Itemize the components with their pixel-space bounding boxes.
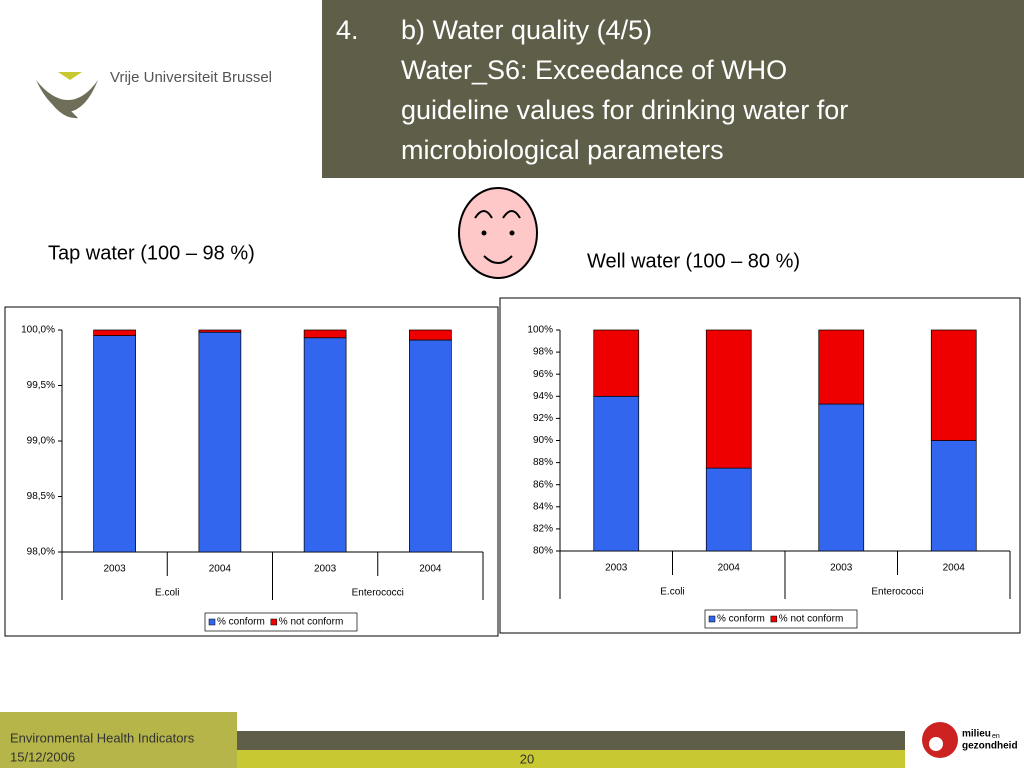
footer-bar [237,731,905,750]
footer-date: 15/12/2006 [10,749,75,764]
bar-segment [303,337,347,553]
header-line: guideline values for drinking water for [401,95,848,125]
y-tick-label: 88% [533,457,553,468]
brand-logo [922,722,958,758]
legend-swatch [270,618,278,626]
legend-label: % not conform [279,617,343,628]
x-tick-label: 2003 [104,564,127,575]
x-tick-label: 2004 [943,563,966,574]
y-tick-label: 100,0% [21,325,55,336]
bar-segment [930,329,977,441]
y-tick-label: 99,0% [27,436,55,447]
bar-segment [705,467,752,552]
header-line: microbiological parameters [401,135,724,165]
footer-bar [237,750,905,768]
y-tick-label: 90% [533,435,553,446]
header-line: Water_S6: Exceedance of WHO [401,55,787,85]
legend-label: % conform [217,617,265,628]
legend-swatch [770,615,778,623]
legend-box [204,612,358,632]
x-tick-label: 2003 [830,563,853,574]
bar-segment [409,339,452,553]
group-label: Enterococci [352,588,404,599]
x-tick-label: 2003 [605,563,628,574]
legend-label: % conform [717,614,765,625]
header-number: 4. [336,15,359,45]
bar-segment [593,329,640,397]
y-tick-label: 100% [527,325,553,336]
logo-mark [36,72,98,119]
bar-segment [705,329,752,469]
group-label: E.coli [660,587,684,598]
brand-text: gezondheid [962,741,1018,752]
brand-text: milieu [962,729,991,740]
legend-label: % not conform [779,614,843,625]
legend-box [704,609,858,629]
page-number: 20 [520,751,534,766]
bar-segment [303,329,347,339]
bar-segment [409,329,452,341]
y-tick-label: 94% [533,391,553,402]
y-tick-label: 96% [533,369,553,380]
group-label: E.coli [155,588,179,599]
bar-segment [593,395,640,552]
y-tick-label: 92% [533,413,553,424]
header-line: b) Water quality (4/5) [401,15,652,45]
y-tick-label: 80% [533,546,553,557]
x-tick-label: 2004 [209,564,232,575]
bar-segment [198,329,242,333]
y-tick-label: 98% [533,347,553,358]
bar-segment [930,440,977,552]
x-tick-label: 2004 [718,563,741,574]
bar-segment [93,329,136,336]
logo-text: Vrije Universiteit Brussel [110,69,272,86]
y-tick-label: 82% [533,524,553,535]
header-box [322,0,1024,178]
x-tick-label: 2004 [419,564,442,575]
y-tick-label: 98,0% [27,547,55,558]
smiley [458,187,538,279]
y-tick-label: 84% [533,501,553,512]
y-tick-label: 86% [533,479,553,490]
brand-text: en [992,733,1000,740]
y-tick-label: 99,5% [27,380,55,391]
group-label: Enterococci [871,587,923,598]
chart-caption: Well water (100 – 80 %) [587,250,800,272]
bar-segment [818,403,865,552]
y-tick-label: 98,5% [27,491,55,502]
bar-segment [198,331,242,553]
legend-swatch [708,615,716,623]
legend-swatch [208,618,216,626]
footer-title: Environmental Health Indicators [10,730,195,745]
chart-caption: Tap water (100 – 98 %) [48,242,255,264]
x-tick-label: 2003 [314,564,337,575]
footer-box [0,712,237,768]
bar-segment [93,335,136,553]
bar-segment [818,329,865,405]
